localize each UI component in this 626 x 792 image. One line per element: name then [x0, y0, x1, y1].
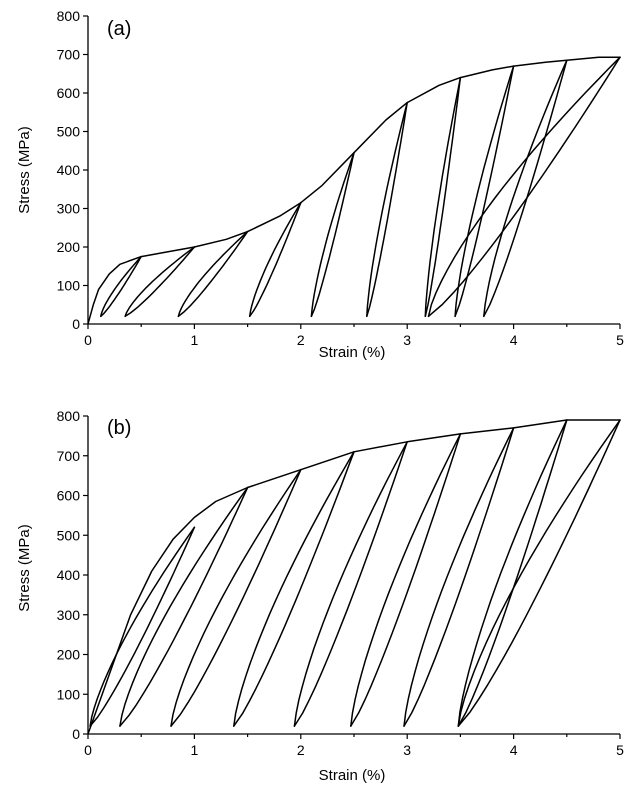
unload-curve-a-9: [483, 59, 568, 318]
chart-a: 0 100 200 300 400 500 600 700 800 0 1 2 3 4 5 (a) Stra…: [16, 8, 624, 361]
unload-curve-a-10: [427, 56, 621, 318]
unload-curve-b-1: [89, 526, 196, 727]
unload-curve-a-2: [124, 246, 196, 318]
unload-curve-b-5: [293, 441, 408, 727]
x-tick-label-a: 2: [297, 332, 305, 348]
reload-curve-a-2: [124, 246, 196, 318]
x-tick-label-b: 2: [297, 742, 305, 758]
y-tick-label-a: 700: [57, 47, 81, 63]
x-axis-title-a: Strain (%): [319, 344, 386, 361]
reload-curve-b-2: [119, 486, 249, 727]
reload-curve-b-8: [457, 419, 568, 727]
reload-curve-a-1: [100, 255, 142, 318]
unload-curve-a-5: [310, 151, 355, 318]
y-tick-label-b: 300: [57, 607, 81, 623]
y-tick-label-a: 400: [57, 162, 81, 178]
x-tick-label-b: 5: [616, 742, 624, 758]
y-tick-label-a: 0: [72, 316, 80, 332]
y-tick-label-b: 600: [57, 488, 81, 504]
x-tick-label-b: 0: [84, 742, 92, 758]
unload-curve-a-7: [424, 76, 462, 318]
reload-curve-b-5: [293, 441, 408, 727]
y-axis-title-b: Stress (MPa): [16, 524, 33, 612]
unload-curve-b-3: [170, 468, 302, 727]
reload-curve-b-7: [403, 427, 515, 727]
y-tick-label-a: 100: [57, 278, 81, 294]
y-tick-label-b: 100: [57, 686, 81, 702]
unload-curve-b-7: [403, 427, 515, 727]
envelope-curve-a: [87, 56, 621, 325]
y-tick-label-a: 600: [57, 85, 81, 101]
reload-curve-b-3: [170, 468, 302, 727]
reload-curve-a-3: [177, 230, 249, 318]
y-tick-label-b: 500: [57, 527, 81, 543]
unload-curve-a-6: [366, 101, 408, 318]
x-tick-label-a: 4: [510, 332, 518, 348]
y-tick-label-a: 500: [57, 124, 81, 140]
y-tick-label-b: 200: [57, 647, 81, 663]
reload-curve-a-9: [483, 59, 568, 318]
reload-curve-a-7: [424, 76, 462, 318]
unload-curve-b-4: [233, 451, 355, 727]
x-tick-label-b: 3: [403, 742, 411, 758]
x-tick-label-a: 0: [84, 332, 92, 348]
reload-curve-b-4: [233, 451, 355, 727]
reload-curve-b-1: [89, 526, 196, 727]
x-tick-label-b: 1: [191, 742, 199, 758]
x-tick-label-a: 1: [191, 332, 199, 348]
reload-curve-a-8: [454, 65, 515, 318]
unload-curve-a-8: [454, 65, 515, 318]
plot-area-a: 0 100 200 300 400 500 600 700 800 0 1 2 3 4 5: [57, 8, 624, 348]
unload-curve-b-2: [119, 486, 249, 727]
reload-curve-a-10: [427, 56, 621, 318]
y-tick-label-b: 700: [57, 448, 81, 464]
unload-curve-a-4: [248, 201, 302, 318]
x-tick-label-a: 5: [616, 332, 624, 348]
panel-label-a: (a): [107, 18, 131, 40]
y-tick-label-a: 200: [57, 239, 81, 255]
reload-curve-b-9: [457, 419, 621, 727]
panel-label-b: (b): [107, 417, 131, 439]
unload-curve-a-1: [100, 255, 142, 318]
x-tick-label-b: 4: [510, 742, 518, 758]
y-tick-label-b: 400: [57, 567, 81, 583]
unload-curve-b-9: [457, 419, 621, 727]
chart-b: 0 100 200 300 400 500 600 700 800 0 1 2 3 4 5 (b) Stra…: [16, 408, 624, 784]
y-axis-title-a: Stress (MPa): [16, 126, 33, 214]
y-tick-label-a: 800: [57, 8, 81, 24]
x-axis-title-b: Strain (%): [319, 767, 386, 784]
reload-curve-a-5: [310, 151, 355, 318]
x-tick-label-a: 3: [403, 332, 411, 348]
reload-curve-b-6: [350, 433, 462, 727]
plot-area-b: 0 100 200 300 400 500 600 700 800 0 1 2 3 4 5: [57, 408, 624, 758]
unload-curve-b-8: [457, 419, 568, 727]
unload-curve-b-6: [350, 433, 462, 727]
y-tick-label-a: 300: [57, 201, 81, 217]
reload-curve-a-6: [366, 101, 408, 318]
reload-curve-a-4: [248, 201, 302, 318]
unload-curve-a-3: [177, 230, 249, 318]
envelope-curve-b: [87, 419, 621, 735]
y-tick-label-b: 0: [72, 726, 80, 742]
y-tick-label-b: 800: [57, 408, 81, 424]
